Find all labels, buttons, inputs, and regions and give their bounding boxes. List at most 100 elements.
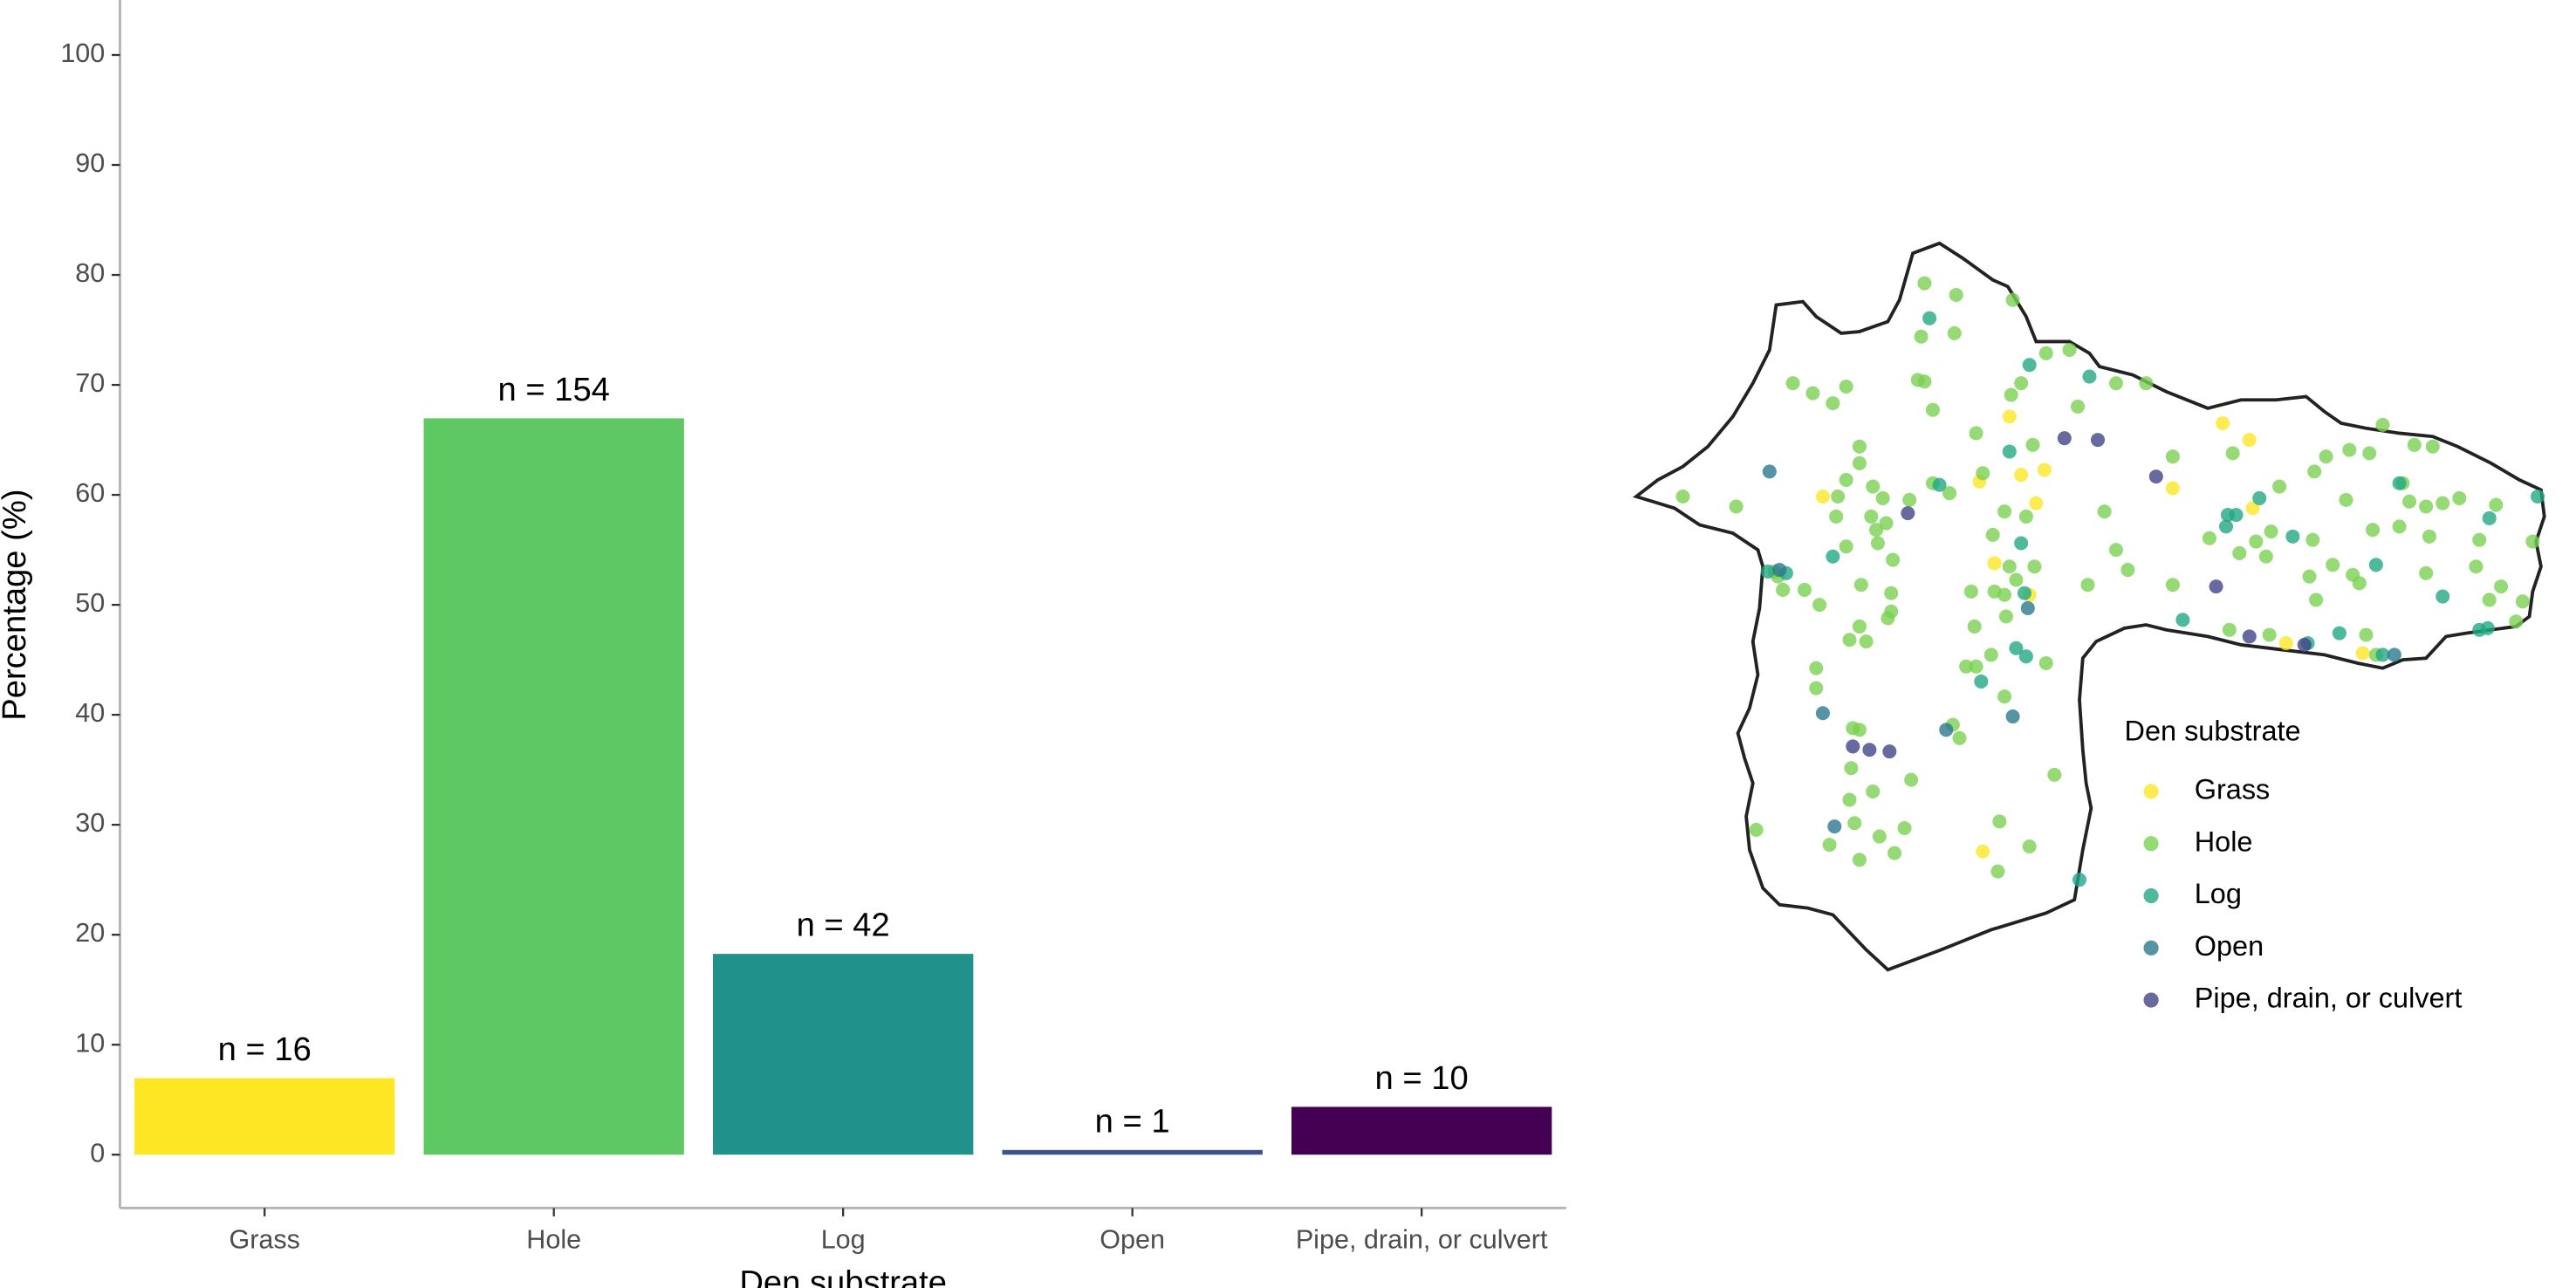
map-point — [2392, 476, 2407, 490]
map-point — [1826, 396, 1840, 411]
map-point — [2175, 613, 2190, 627]
map-point — [1884, 586, 1899, 600]
map-point — [2245, 501, 2260, 516]
map-point — [1963, 584, 1978, 599]
map-point — [1829, 509, 1844, 524]
bar-label: n = 154 — [497, 371, 609, 408]
map-point — [2258, 549, 2273, 564]
map-point — [2022, 839, 2037, 854]
map-point — [1815, 706, 1830, 721]
map-point — [2062, 342, 2077, 358]
legend-label: Hole — [2195, 826, 2253, 857]
map-point — [1974, 674, 1989, 689]
bar — [1291, 1106, 1552, 1155]
map-point — [1805, 386, 1820, 401]
map-point — [1998, 609, 2013, 624]
map-point — [2108, 376, 2124, 391]
x-tick-label: Pipe, drain, or culvert — [1296, 1225, 1548, 1255]
map-point — [2249, 534, 2264, 549]
map-point — [1812, 598, 1827, 613]
map-point — [1852, 456, 1867, 470]
x-tick-label: Log — [821, 1225, 866, 1255]
map-point — [2355, 646, 2370, 661]
map-point — [1809, 661, 1824, 675]
map-point — [1987, 556, 2002, 571]
map-point — [2038, 655, 2053, 670]
map-point — [2005, 709, 2020, 724]
legend-swatch — [2143, 992, 2159, 1008]
map-point — [1942, 486, 1957, 501]
bar-label: n = 10 — [1375, 1059, 1469, 1097]
map-point — [2022, 358, 2037, 373]
map-point — [1925, 402, 1940, 417]
map-point — [1675, 489, 1690, 504]
map-point — [2020, 600, 2035, 615]
map-point — [1864, 509, 1879, 524]
map-point — [1949, 287, 1963, 302]
map-point — [2002, 444, 2017, 459]
map-point — [1947, 325, 1962, 340]
map-point — [2252, 490, 2267, 505]
map-point — [1976, 466, 1990, 481]
map-point — [1879, 516, 1894, 531]
map-point — [1967, 619, 1982, 634]
y-tick-label: 90 — [75, 148, 105, 178]
map-point — [1887, 846, 1902, 860]
map-point — [2037, 462, 2052, 477]
map-point — [2080, 578, 2095, 593]
map-point — [2082, 369, 2097, 384]
map-point — [1862, 743, 1877, 757]
map-point — [2071, 399, 2086, 414]
map-point — [2222, 622, 2237, 637]
map-point — [2165, 481, 2180, 496]
legend-swatch — [2143, 784, 2159, 799]
map-point — [1729, 499, 1744, 514]
map-point — [1839, 539, 1853, 554]
y-axis-title: Percentage (%) — [0, 490, 33, 721]
map-point — [1992, 814, 2007, 829]
map-point — [2489, 497, 2504, 512]
bar — [1002, 1149, 1263, 1155]
map-point — [1831, 489, 1846, 504]
map-point — [2018, 649, 2033, 664]
legend-title: Den substrate — [2125, 716, 2301, 747]
map-point — [1852, 439, 1867, 454]
map-point — [2469, 559, 2484, 574]
map-point — [1859, 634, 1874, 649]
map-point — [1853, 578, 1868, 593]
map-point — [1901, 506, 1915, 521]
map-point — [2509, 614, 2524, 629]
map-point — [2302, 569, 2317, 584]
map-point — [2202, 531, 2216, 545]
map-point — [2229, 507, 2244, 523]
map-point — [1897, 820, 1912, 836]
map-point — [2009, 572, 2024, 587]
map-point — [1983, 647, 1998, 662]
map-point — [1869, 523, 1884, 538]
map-point — [1997, 689, 2012, 704]
map-point — [1827, 819, 1842, 834]
map-point — [2262, 627, 2277, 642]
y-tick-label: 80 — [75, 258, 105, 288]
map-point — [2319, 449, 2333, 464]
map-point — [1922, 311, 1937, 325]
map-point — [1815, 489, 1830, 504]
map-point — [2264, 524, 2278, 539]
map-point — [2297, 637, 2312, 652]
map-point — [2005, 292, 2020, 307]
y-tick-label: 30 — [75, 808, 105, 838]
map-point — [1776, 582, 1791, 597]
map-point — [2038, 346, 2053, 360]
bar-label: n = 1 — [1095, 1102, 1170, 1140]
y-tick-label: 70 — [75, 368, 105, 398]
map-point — [2359, 627, 2374, 642]
map-point — [1866, 784, 1881, 799]
map-point — [2419, 499, 2434, 514]
y-tick-label: 40 — [75, 698, 105, 728]
map-point — [2232, 545, 2247, 560]
map-point — [1852, 853, 1867, 867]
map-point — [1939, 723, 1954, 737]
map-point — [2027, 559, 2042, 574]
